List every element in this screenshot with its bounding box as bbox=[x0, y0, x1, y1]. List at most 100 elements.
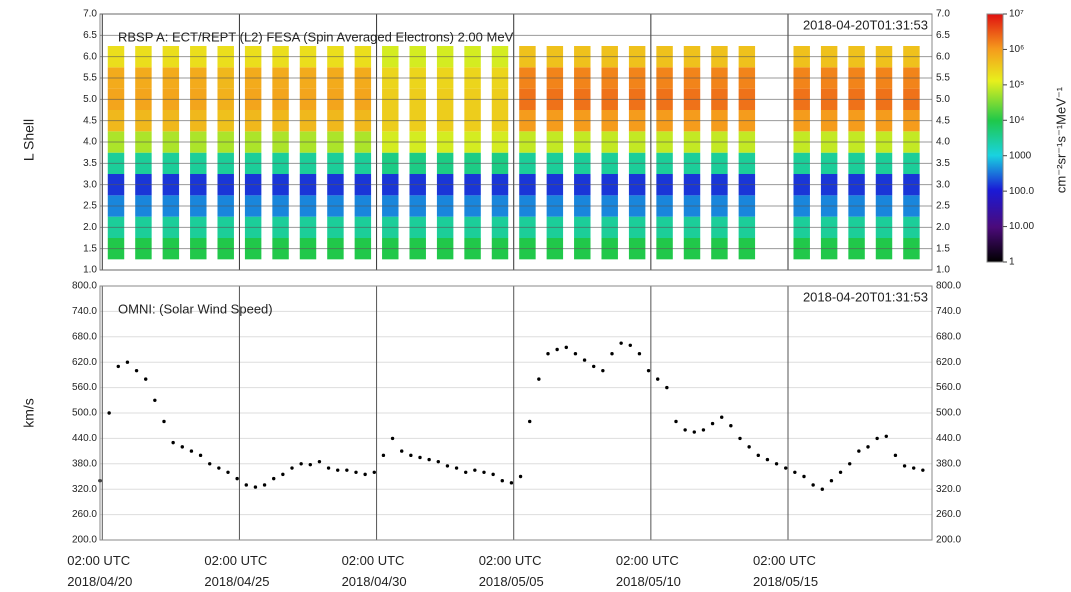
y-tick-label: 500.0 bbox=[936, 408, 961, 419]
point bbox=[674, 419, 678, 424]
y-tick-label: 1.0 bbox=[83, 265, 97, 276]
point bbox=[546, 352, 550, 356]
y-tick-label: 740.0 bbox=[936, 306, 961, 317]
colorbar-tick-label: 1 bbox=[1009, 257, 1015, 268]
point bbox=[409, 453, 413, 458]
point bbox=[509, 481, 514, 485]
point bbox=[144, 377, 148, 381]
point bbox=[665, 385, 669, 390]
y-tick-label: 200.0 bbox=[72, 535, 97, 546]
point bbox=[354, 470, 358, 474]
point bbox=[912, 466, 916, 470]
point bbox=[601, 368, 605, 373]
point bbox=[573, 352, 578, 356]
point bbox=[646, 368, 651, 373]
point bbox=[738, 436, 742, 441]
point bbox=[838, 470, 843, 474]
y-tick-label: 1.5 bbox=[83, 243, 97, 254]
y-tick-label: 440.0 bbox=[936, 433, 961, 444]
y-tick-label: 4.0 bbox=[83, 137, 97, 148]
point bbox=[262, 483, 267, 487]
point bbox=[308, 462, 312, 467]
point bbox=[683, 428, 687, 432]
point bbox=[226, 470, 230, 474]
point bbox=[628, 343, 632, 347]
y-tick-label: 620.0 bbox=[72, 357, 97, 368]
y-tick-label: 6.0 bbox=[83, 51, 97, 62]
point bbox=[454, 466, 459, 470]
y-tick-label: 3.0 bbox=[83, 179, 97, 190]
y-tick-label: 7.0 bbox=[936, 9, 950, 20]
y-tick-label: 4.5 bbox=[83, 115, 97, 126]
y-tick-label: 500.0 bbox=[72, 408, 97, 419]
point bbox=[418, 455, 422, 460]
point bbox=[473, 468, 477, 472]
colorbar-tick-label: 1000 bbox=[1009, 150, 1032, 161]
point bbox=[345, 468, 349, 472]
point bbox=[326, 466, 331, 470]
point bbox=[281, 472, 285, 477]
point bbox=[189, 449, 194, 453]
y-tick-label: 800.0 bbox=[936, 281, 961, 292]
x-tick-label: 02:00 UTC 2018/04/25 bbox=[204, 553, 270, 589]
point bbox=[153, 398, 157, 402]
point bbox=[445, 464, 450, 468]
point bbox=[381, 453, 386, 458]
point bbox=[427, 457, 431, 462]
y-tick-label: 620.0 bbox=[936, 357, 961, 368]
point bbox=[198, 453, 203, 458]
point bbox=[217, 466, 221, 470]
point bbox=[765, 457, 770, 462]
point bbox=[610, 352, 614, 356]
point bbox=[720, 415, 724, 419]
colorbar-tick-label: 10⁶ bbox=[1009, 44, 1024, 55]
point bbox=[692, 430, 696, 434]
plot-frame bbox=[99, 285, 933, 541]
point bbox=[372, 470, 376, 474]
y-tick-label: 1.5 bbox=[936, 243, 950, 254]
point bbox=[857, 449, 861, 453]
point bbox=[134, 368, 139, 373]
point bbox=[299, 462, 303, 466]
point bbox=[656, 377, 660, 381]
y-tick-label: 6.5 bbox=[936, 30, 950, 41]
point bbox=[363, 472, 367, 477]
point bbox=[528, 419, 532, 424]
point bbox=[592, 364, 596, 369]
colorbar-title: cm⁻²sr⁻¹s⁻¹MeV⁻¹ bbox=[1053, 86, 1068, 193]
point bbox=[802, 474, 806, 479]
point bbox=[893, 453, 898, 458]
panel-title: RBSP A: ECT/REPT (L2) FESA (Spin Average… bbox=[118, 29, 514, 44]
y-tick-label: 3.0 bbox=[936, 179, 950, 190]
point bbox=[464, 470, 468, 474]
y-tick-label: 800.0 bbox=[72, 281, 97, 292]
point bbox=[491, 472, 495, 477]
x-tick-label: 02:00 UTC 2018/05/10 bbox=[615, 553, 681, 589]
y-tick-label: 5.0 bbox=[936, 94, 950, 105]
point bbox=[400, 449, 404, 453]
y-tick-label: 2.0 bbox=[936, 222, 950, 233]
point bbox=[537, 377, 541, 381]
point bbox=[921, 468, 925, 472]
point bbox=[518, 474, 523, 479]
point bbox=[811, 483, 815, 487]
point bbox=[729, 424, 733, 428]
point bbox=[564, 345, 568, 350]
point bbox=[180, 445, 184, 449]
y-tick-label: 2.0 bbox=[83, 222, 97, 233]
point bbox=[208, 462, 212, 466]
y-tick-label: 4.5 bbox=[936, 115, 950, 126]
timestamp: 2018-04-20T01:31:53 bbox=[803, 17, 928, 32]
point bbox=[290, 466, 294, 470]
point bbox=[555, 347, 559, 352]
point bbox=[710, 421, 715, 426]
colorbar-tick-label: 100.0 bbox=[1009, 186, 1034, 197]
timestamp: 2018-04-20T01:31:53 bbox=[803, 289, 928, 304]
y-tick-label: 200.0 bbox=[936, 535, 961, 546]
y-tick-label: 6.0 bbox=[936, 51, 950, 62]
point bbox=[902, 464, 907, 468]
y-tick-label: 5.0 bbox=[83, 94, 97, 105]
point bbox=[866, 445, 870, 449]
colorbar bbox=[986, 13, 1004, 263]
